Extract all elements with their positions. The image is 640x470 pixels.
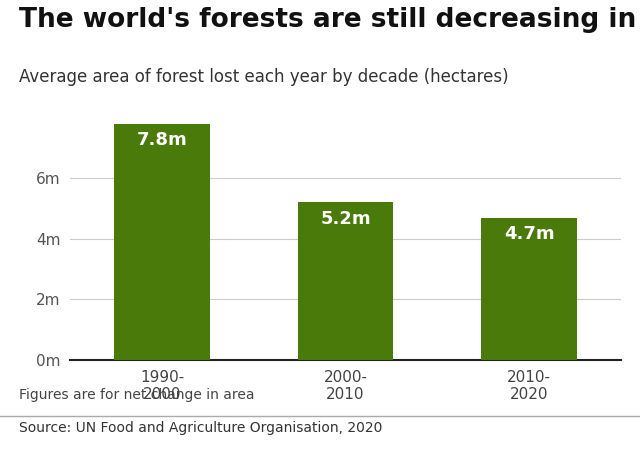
Bar (115, 124, 210, 360)
Text: 7.8m: 7.8m (137, 132, 188, 149)
Text: Source: UN Food and Agriculture Organisation, 2020: Source: UN Food and Agriculture Organisa… (19, 421, 383, 435)
Text: The world's forests are still decreasing in size: The world's forests are still decreasing… (19, 7, 640, 33)
Text: 5.2m: 5.2m (320, 210, 371, 228)
Bar (481, 218, 577, 360)
Text: Figures are for net change in area: Figures are for net change in area (19, 388, 255, 402)
Text: Average area of forest lost each year by decade (hectares): Average area of forest lost each year by… (19, 68, 509, 86)
Text: 4.7m: 4.7m (504, 225, 554, 243)
Text: BBC: BBC (560, 436, 602, 453)
Bar (298, 203, 394, 360)
